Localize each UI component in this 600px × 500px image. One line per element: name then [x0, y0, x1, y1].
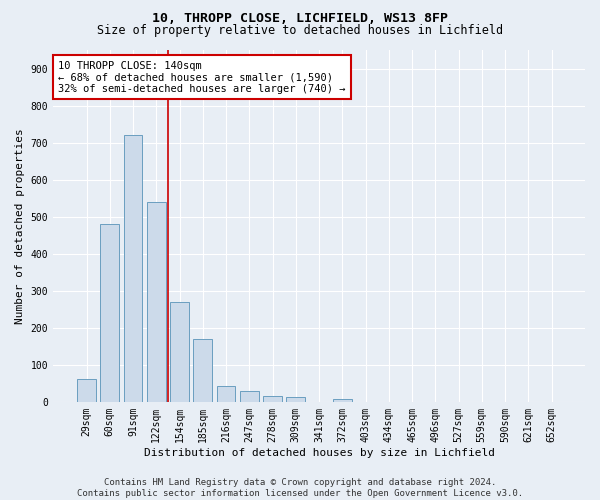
Text: 10, THROPP CLOSE, LICHFIELD, WS13 8FP: 10, THROPP CLOSE, LICHFIELD, WS13 8FP [152, 12, 448, 26]
Bar [124, 135, 142, 402]
Bar [263, 396, 282, 402]
Bar [170, 302, 189, 402]
Y-axis label: Number of detached properties: Number of detached properties [15, 128, 25, 324]
Bar [217, 386, 235, 402]
X-axis label: Distribution of detached houses by size in Lichfield: Distribution of detached houses by size … [143, 448, 494, 458]
Text: 10 THROPP CLOSE: 140sqm
← 68% of detached houses are smaller (1,590)
32% of semi: 10 THROPP CLOSE: 140sqm ← 68% of detache… [58, 60, 346, 94]
Text: Contains HM Land Registry data © Crown copyright and database right 2024.
Contai: Contains HM Land Registry data © Crown c… [77, 478, 523, 498]
Bar [77, 379, 96, 402]
Bar [333, 399, 352, 402]
Bar [240, 390, 259, 402]
Bar [147, 202, 166, 402]
Text: Size of property relative to detached houses in Lichfield: Size of property relative to detached ho… [97, 24, 503, 37]
Bar [100, 224, 119, 402]
Bar [286, 398, 305, 402]
Bar [193, 339, 212, 402]
